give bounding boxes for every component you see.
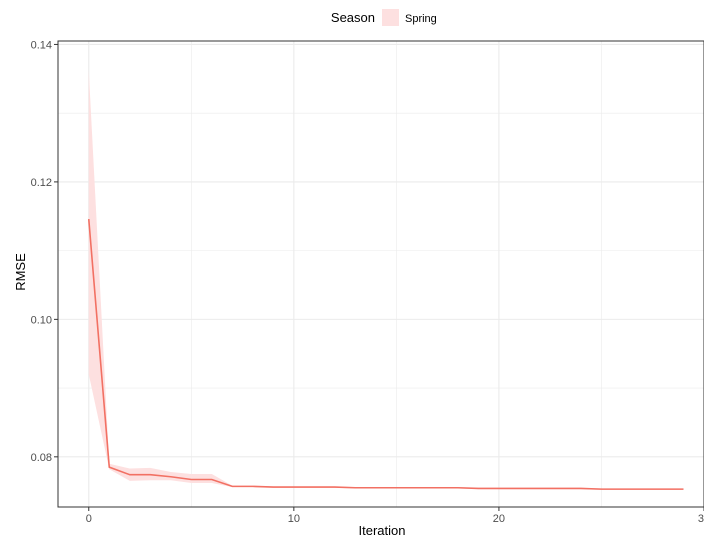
legend: Season Spring xyxy=(331,9,437,26)
y-tick-label: 0.14 xyxy=(31,39,52,51)
y-axis-title: RMSE xyxy=(13,253,28,291)
x-tick-label: 10 xyxy=(288,513,300,525)
y-tick-label: 0.08 xyxy=(31,452,52,464)
legend-key-spring xyxy=(382,9,399,26)
y-axis-ticks: 0.08 0.10 0.12 0.14 xyxy=(31,39,58,464)
line-layer xyxy=(87,218,684,490)
y-tick-label: 0.12 xyxy=(31,177,52,189)
gridlines xyxy=(58,41,704,507)
legend-label-spring: Spring xyxy=(405,13,437,25)
confidence-band-spring xyxy=(88,70,684,490)
panel-border xyxy=(57,40,704,508)
x-axis-title: Iteration xyxy=(359,523,406,537)
x-axis-ticks: 0 10 20 30 xyxy=(86,507,704,525)
y-tick-label: 0.10 xyxy=(31,314,52,326)
confidence-band-layer xyxy=(88,70,684,490)
legend-title: Season xyxy=(331,10,375,25)
line-series-spring xyxy=(87,218,684,490)
x-tick-label: 0 xyxy=(86,513,92,525)
x-tick-label: 30 xyxy=(698,513,704,525)
x-tick-label: 20 xyxy=(493,513,505,525)
